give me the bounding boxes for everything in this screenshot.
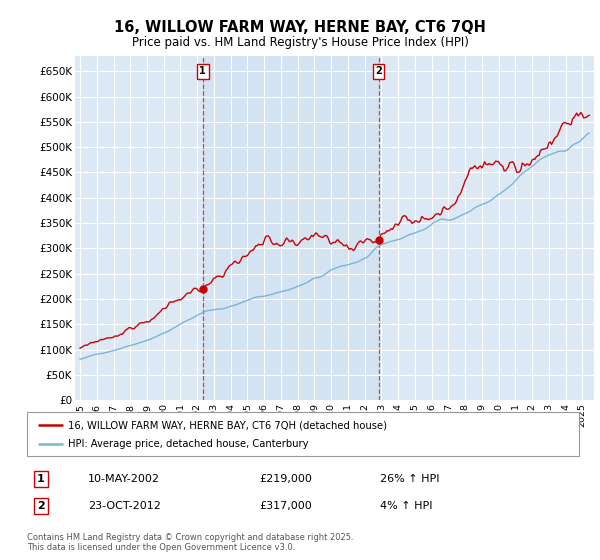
Text: 16, WILLOW FARM WAY, HERNE BAY, CT6 7QH: 16, WILLOW FARM WAY, HERNE BAY, CT6 7QH (114, 20, 486, 35)
Text: 2: 2 (37, 501, 44, 511)
Text: 4% ↑ HPI: 4% ↑ HPI (380, 501, 433, 511)
Text: 16, WILLOW FARM WAY, HERNE BAY, CT6 7QH (detached house): 16, WILLOW FARM WAY, HERNE BAY, CT6 7QH … (68, 420, 388, 430)
Text: 2: 2 (375, 66, 382, 76)
Text: 1: 1 (199, 66, 206, 76)
Text: 26% ↑ HPI: 26% ↑ HPI (380, 474, 440, 484)
Text: 23-OCT-2012: 23-OCT-2012 (88, 501, 161, 511)
Text: 10-MAY-2002: 10-MAY-2002 (88, 474, 160, 484)
Text: £317,000: £317,000 (259, 501, 311, 511)
FancyBboxPatch shape (27, 412, 579, 456)
Text: Contains HM Land Registry data © Crown copyright and database right 2025.
This d: Contains HM Land Registry data © Crown c… (27, 533, 353, 553)
Text: £219,000: £219,000 (259, 474, 312, 484)
Text: Price paid vs. HM Land Registry's House Price Index (HPI): Price paid vs. HM Land Registry's House … (131, 36, 469, 49)
Text: 1: 1 (37, 474, 44, 484)
Text: HPI: Average price, detached house, Canterbury: HPI: Average price, detached house, Cant… (68, 439, 309, 449)
Bar (203, 56, 379, 400)
